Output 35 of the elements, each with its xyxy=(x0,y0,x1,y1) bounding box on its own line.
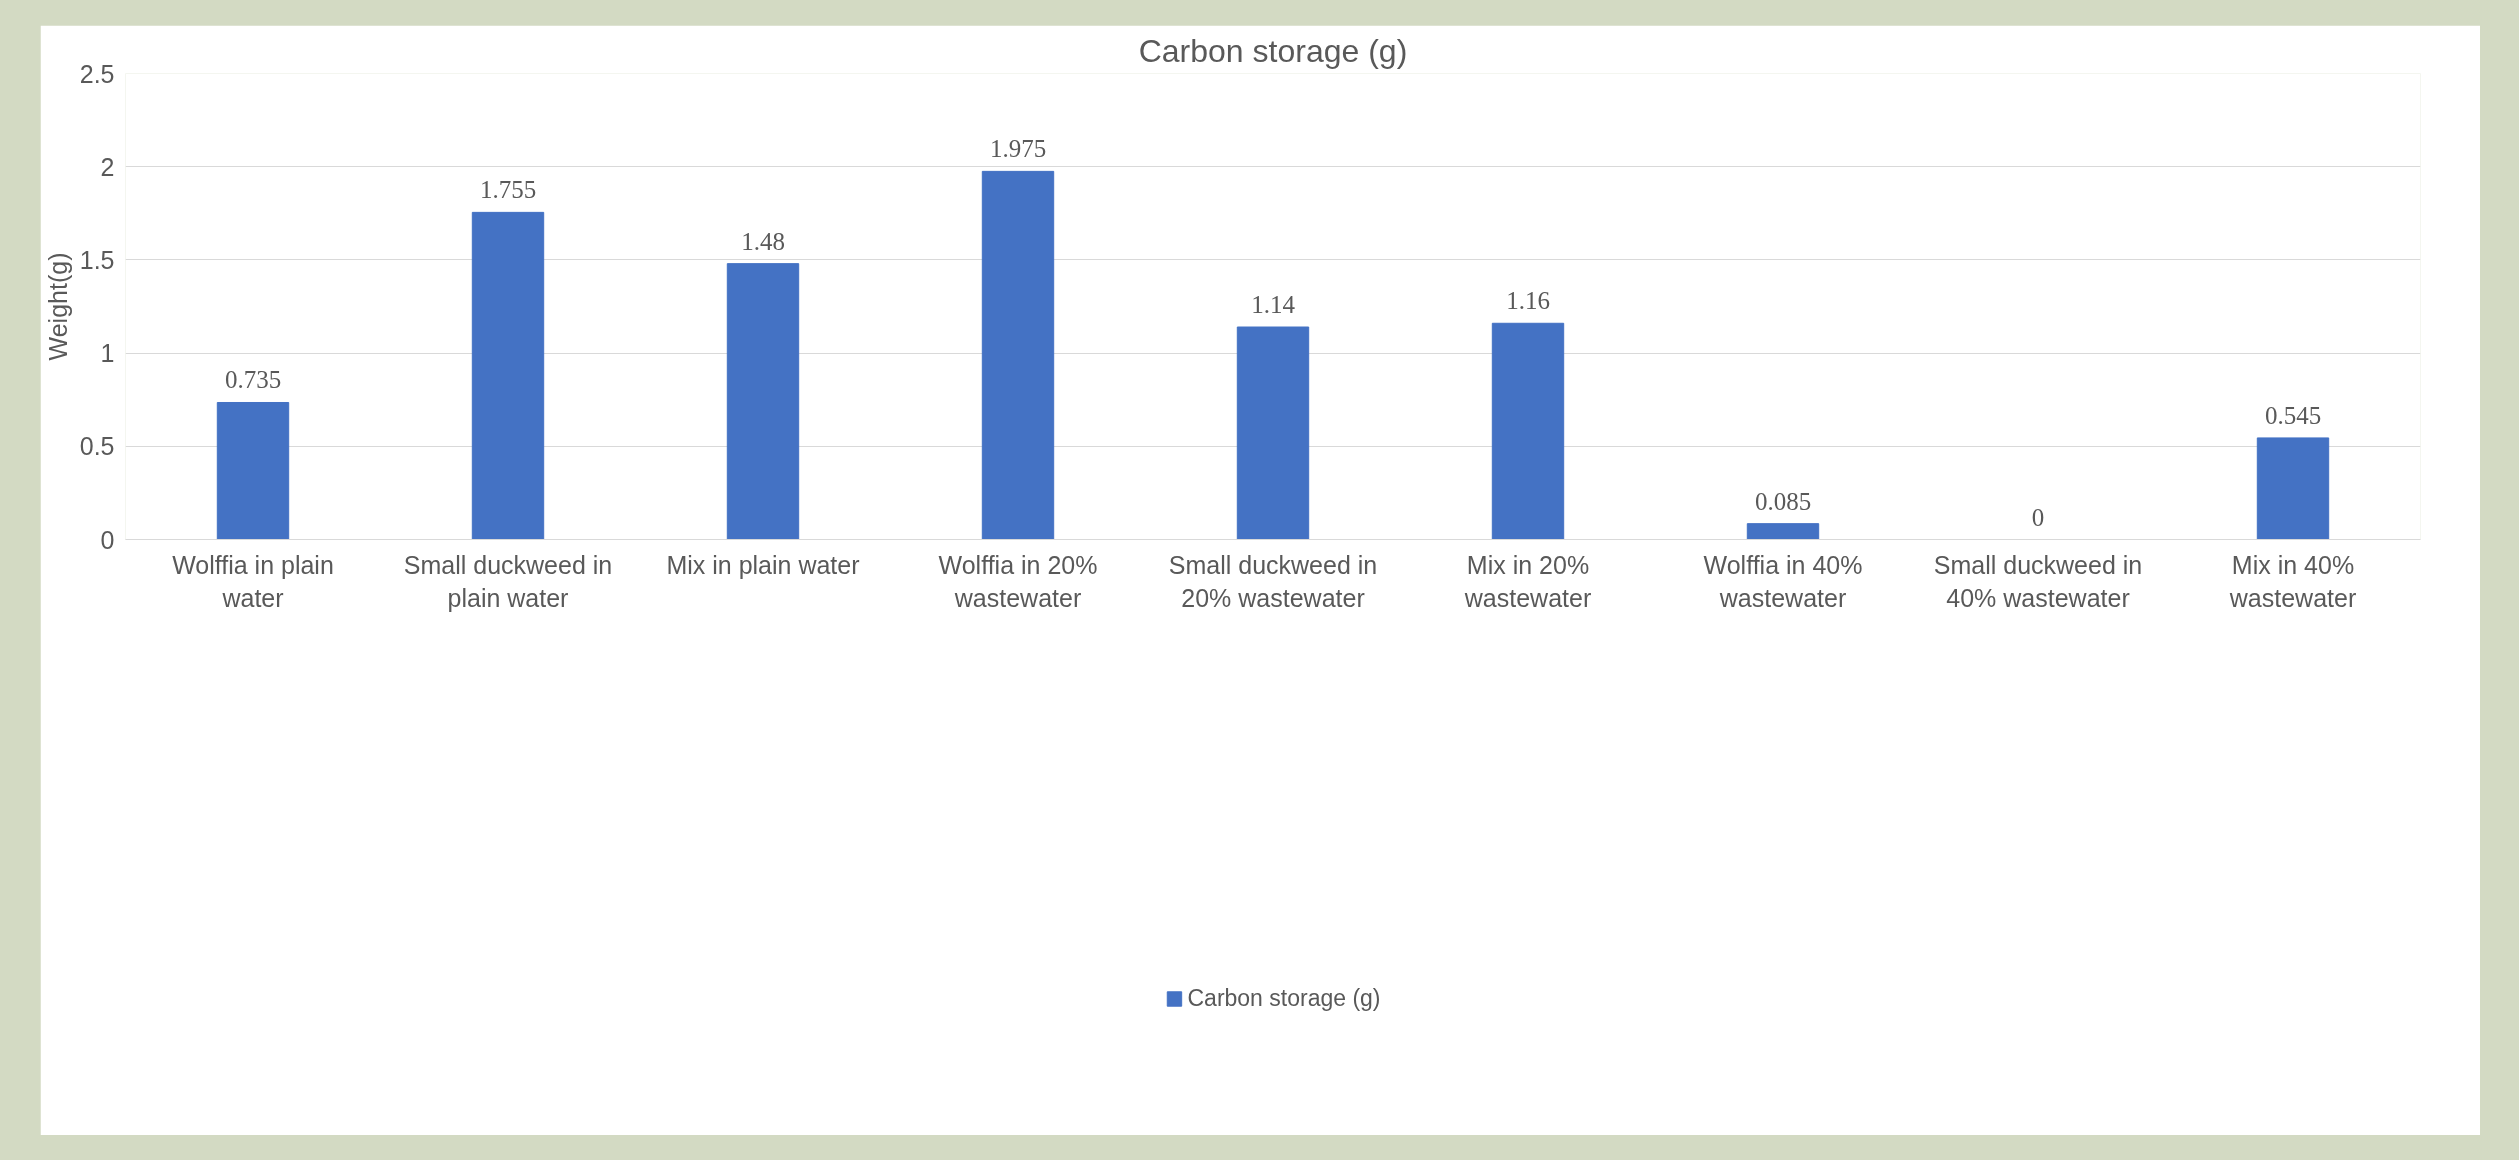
y-tick-label: 1 xyxy=(100,339,115,368)
x-tick-label: Small duckweed in 20% wastewater xyxy=(1168,550,1378,613)
x-tick-label: Mix in 40% wastewater xyxy=(2228,550,2357,613)
y-tick-label: 0 xyxy=(100,525,115,554)
y-axis-title: Weight(g) xyxy=(43,252,72,361)
x-tick-label: Wolffia in plain water xyxy=(172,550,334,613)
data-label: 1.14 xyxy=(1251,291,1296,318)
bar xyxy=(1491,322,1565,540)
bar xyxy=(1746,523,1820,540)
data-label: 0.085 xyxy=(1754,487,1812,515)
data-label: 1.755 xyxy=(479,176,537,204)
chart-title: Carbon storage (g) xyxy=(1138,32,1408,69)
bar xyxy=(1236,326,1310,540)
x-tick-label: Mix in plain water xyxy=(666,550,860,579)
x-tick-label: Mix in 20% wastewater xyxy=(1463,550,1592,613)
legend-label: Carbon storage (g) xyxy=(1187,984,1381,1012)
y-tick-label: 2 xyxy=(100,152,115,181)
bar xyxy=(726,263,800,540)
data-label: 0.735 xyxy=(224,366,282,394)
y-tick-label: 1.5 xyxy=(79,245,115,274)
bar xyxy=(2256,437,2330,540)
x-tick-label: Small duckweed in plain water xyxy=(403,550,613,613)
x-tick-label: Wolffia in 40% wastewater xyxy=(1703,550,1863,613)
x-tick-label: Wolffia in 20% wastewater xyxy=(938,550,1098,613)
x-tick-label: Small duckweed in 40% wastewater xyxy=(1933,550,2143,613)
bar xyxy=(216,402,290,540)
data-label: 1.975 xyxy=(989,135,1047,163)
data-label: 0.545 xyxy=(2264,401,2322,429)
y-tick-label: 2.5 xyxy=(79,59,115,88)
y-tick-label: 0.5 xyxy=(79,432,115,461)
data-label: 0 xyxy=(2031,503,2045,531)
bar xyxy=(471,211,545,540)
bar xyxy=(981,170,1055,540)
data-label: 1.16 xyxy=(1506,287,1550,315)
data-label: 1.48 xyxy=(741,227,785,255)
